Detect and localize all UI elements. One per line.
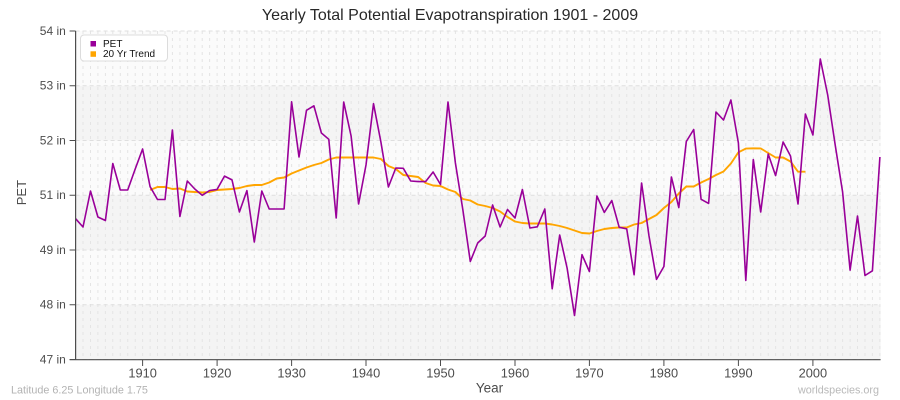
svg-text:1950: 1950	[426, 366, 454, 381]
svg-text:Yearly Total Potential Evapotr: Yearly Total Potential Evapotranspiratio…	[262, 7, 638, 24]
svg-text:1980: 1980	[650, 366, 678, 381]
svg-text:worldspecies.org: worldspecies.org	[797, 384, 879, 396]
svg-text:1970: 1970	[575, 366, 603, 381]
svg-text:48 in: 48 in	[40, 298, 66, 312]
svg-text:Year: Year	[476, 381, 504, 396]
svg-text:49 in: 49 in	[40, 243, 66, 257]
svg-text:2000: 2000	[799, 366, 827, 381]
svg-text:PET: PET	[103, 39, 122, 50]
svg-text:20 Yr Trend: 20 Yr Trend	[103, 49, 155, 60]
svg-text:1920: 1920	[203, 366, 231, 381]
svg-text:1910: 1910	[128, 366, 156, 381]
svg-text:47 in: 47 in	[40, 352, 66, 366]
svg-text:1990: 1990	[724, 366, 752, 381]
svg-text:PET: PET	[14, 180, 29, 205]
svg-text:52 in: 52 in	[40, 133, 66, 147]
svg-text:1930: 1930	[277, 366, 305, 381]
svg-text:54 in: 54 in	[40, 24, 66, 38]
svg-text:1940: 1940	[352, 366, 380, 381]
svg-text:1960: 1960	[501, 366, 529, 381]
svg-text:53 in: 53 in	[40, 79, 66, 93]
svg-text:Latitude 6.25 Longitude 1.75: Latitude 6.25 Longitude 1.75	[11, 385, 148, 397]
svg-text:51 in: 51 in	[40, 188, 66, 202]
